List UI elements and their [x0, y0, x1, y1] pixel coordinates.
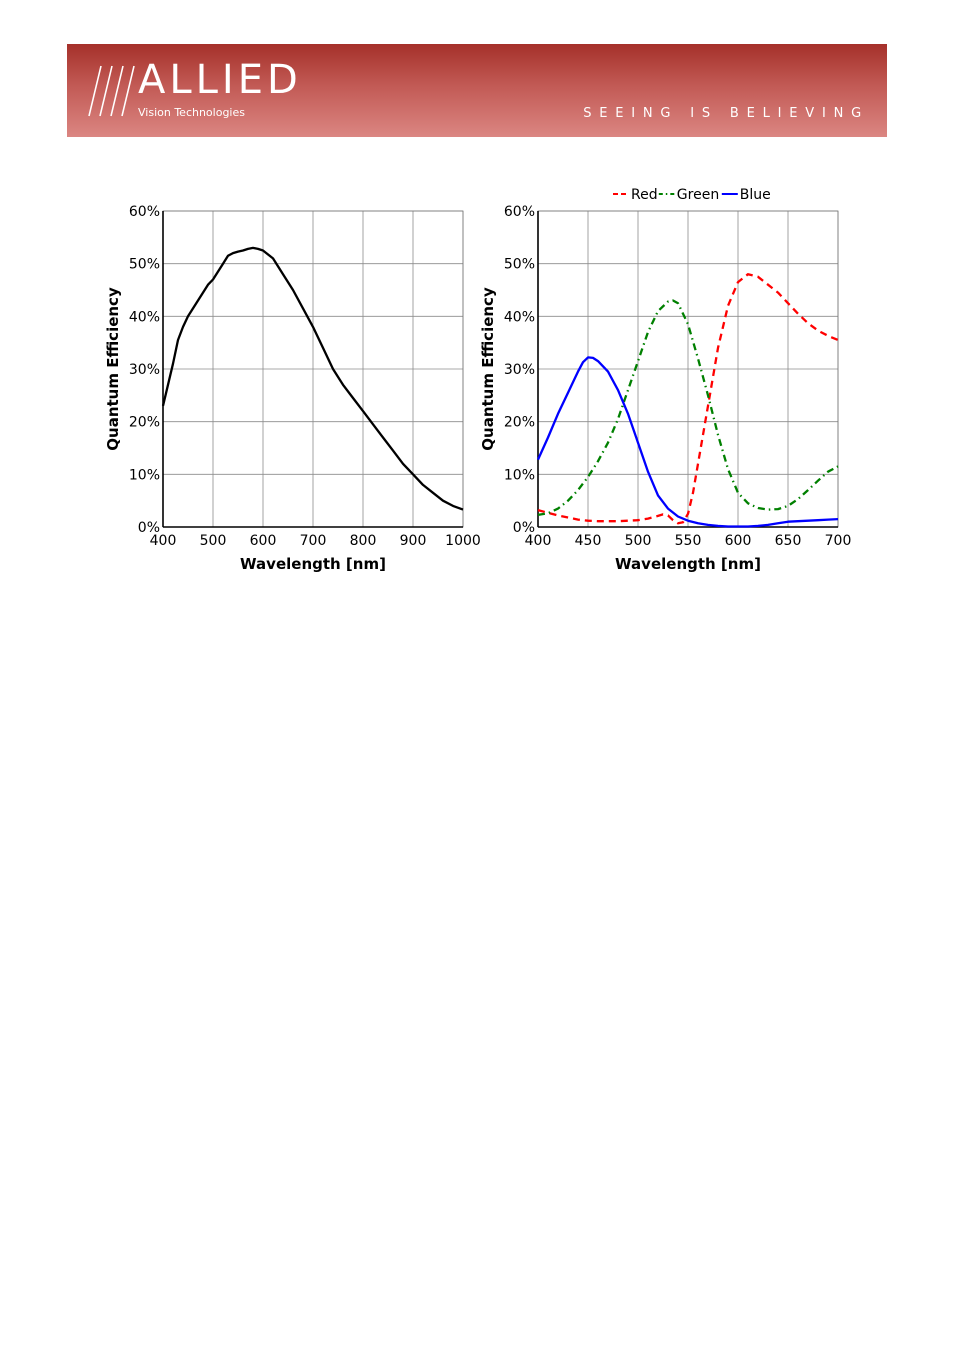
y-tick-label: 60% [129, 204, 160, 220]
y-tick-label: 20% [129, 415, 160, 431]
y-tick-label: 40% [504, 309, 535, 325]
x-tick-label: 400 [150, 533, 177, 549]
y-axis-label: Quantum Efficiency [479, 287, 497, 451]
mono-qe-chart: 400 500 600 700 800 900 1000 0% 10% 20% 30% 40% 50% 6… [104, 204, 481, 573]
x-tick-label: 900 [400, 533, 427, 549]
tagline: SEEING IS BELIEVING [583, 106, 869, 121]
x-tick-label: 450 [575, 533, 602, 549]
series-line-red [537, 273, 839, 525]
x-tick-label: 650 [775, 533, 802, 549]
x-tick-label: 550 [675, 533, 702, 549]
y-tick-label: 0% [513, 520, 535, 536]
y-tick-label: 30% [129, 362, 160, 378]
x-axis-label: Wavelength [nm] [240, 555, 386, 573]
y-tick-label: 50% [129, 257, 160, 273]
x-tick-label: 700 [300, 533, 327, 549]
y-tick-label: 0% [138, 520, 160, 536]
x-tick-label: 400 [525, 533, 552, 549]
x-tick-label: 500 [200, 533, 227, 549]
y-tick-label: 30% [504, 362, 535, 378]
series-line-blue [536, 356, 839, 528]
y-tick-label: 50% [504, 257, 535, 273]
series-line-green [537, 299, 839, 517]
x-tick-label: 600 [250, 533, 277, 549]
logo-wordmark: ALLIED [138, 57, 302, 103]
y-tick-label: 60% [504, 204, 535, 220]
x-tick-label: 600 [725, 533, 752, 549]
y-tick-label: 40% [129, 309, 160, 325]
legend-label-green: Green [677, 187, 719, 203]
y-tick-label: 10% [129, 467, 160, 483]
series-line-0 [161, 246, 464, 511]
y-axis-label: Quantum Efficiency [104, 287, 122, 451]
x-tick-label: 1000 [445, 533, 481, 549]
logo-slashes-icon [88, 65, 135, 117]
legend-label-blue: Blue [740, 187, 771, 203]
y-tick-label: 10% [504, 467, 535, 483]
x-axis-label: Wavelength [nm] [615, 555, 761, 573]
header-banner: ALLIED Vision Technologies SEEING IS BEL… [67, 44, 887, 137]
x-tick-label: 500 [625, 533, 652, 549]
x-tick-label: 800 [350, 533, 377, 549]
color-qe-chart: 400 450 500 550 600 650 700 0% 10% 20% 30% 40% 50% 60… [479, 187, 852, 573]
gridlines [537, 210, 839, 528]
y-tick-label: 20% [504, 415, 535, 431]
x-tick-label: 700 [825, 533, 852, 549]
legend: Red Green Blue [613, 187, 771, 203]
legend-label-red: Red [631, 187, 658, 203]
logo-subtitle: Vision Technologies [138, 106, 245, 119]
